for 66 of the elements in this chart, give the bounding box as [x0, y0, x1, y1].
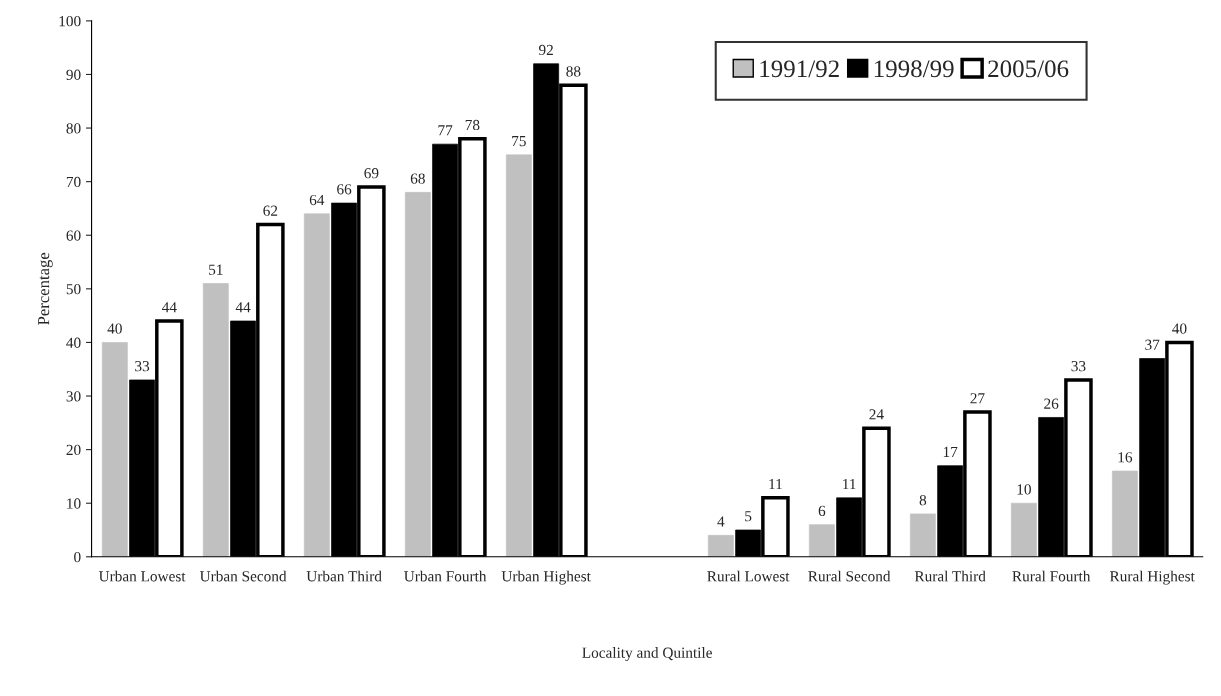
data-label: 44 — [162, 302, 177, 313]
y-tick-label: 10 — [67, 498, 81, 509]
data-label: 78 — [465, 119, 480, 131]
y-tick-label: 90 — [66, 69, 81, 80]
data-label: 5 — [745, 511, 752, 522]
legend-label: 1991/92 — [760, 60, 839, 78]
bar — [505, 154, 532, 557]
data-label: 92 — [538, 44, 553, 56]
data-label: 8 — [919, 494, 927, 506]
data-label: 62 — [263, 205, 278, 216]
bar — [303, 213, 330, 557]
bar — [808, 524, 835, 557]
data-label: 17 — [943, 446, 958, 457]
y-tick-label: 0 — [74, 551, 81, 563]
bar — [1112, 470, 1138, 557]
data-label: 51 — [209, 264, 223, 275]
legend-label: 1998/99 — [874, 60, 954, 78]
y-tick-label: 70 — [66, 176, 81, 188]
data-label: 33 — [135, 361, 150, 372]
y-tick-label: 30 — [66, 391, 81, 402]
data-label: 75 — [512, 136, 526, 147]
data-label: 33 — [1071, 361, 1086, 372]
y-axis-title: Percentage — [38, 252, 53, 325]
bar — [101, 342, 128, 557]
x-tick-label: Rural Lowest — [707, 570, 790, 582]
data-label: 68 — [410, 173, 425, 184]
x-tick-label: Rural Second — [808, 570, 891, 582]
data-label: 6 — [818, 505, 826, 516]
x-tick-label: Urban Second — [199, 570, 287, 582]
bar — [707, 535, 734, 557]
legend-label: 2005/06 — [988, 60, 1069, 78]
data-label: 66 — [337, 184, 352, 195]
y-tick-label: 50 — [66, 283, 81, 295]
data-label: 11 — [843, 478, 856, 490]
data-label: 11 — [769, 478, 782, 490]
x-tick-label: Urban Third — [306, 570, 382, 582]
x-tick-label: Rural Fourth — [1012, 570, 1091, 582]
y-tick-label: 80 — [66, 123, 81, 134]
data-label: 16 — [1118, 452, 1133, 463]
data-label: 27 — [970, 393, 985, 404]
x-tick-label: Rural Third — [914, 570, 986, 582]
data-label: 88 — [566, 66, 581, 77]
bar — [202, 283, 229, 557]
data-label: 24 — [869, 409, 884, 420]
y-tick-label: 40 — [66, 337, 81, 348]
data-label: 77 — [438, 125, 453, 136]
x-tick-label: Rural Highest — [1109, 570, 1195, 585]
data-label: 40 — [1172, 323, 1187, 334]
x-tick-label: Urban Lowest — [98, 570, 186, 582]
data-label: 10 — [1017, 484, 1031, 495]
x-axis-title: Locality and Quintile — [582, 647, 712, 661]
y-tick-label: 60 — [66, 230, 81, 241]
x-tick-label: Urban Fourth — [404, 570, 487, 582]
data-label: 37 — [1145, 339, 1160, 350]
data-label: 69 — [364, 168, 379, 179]
x-tick-label: Urban Highest — [501, 570, 591, 585]
data-label: 4 — [717, 516, 725, 527]
bar — [404, 192, 431, 557]
data-label: 44 — [235, 302, 251, 313]
bar — [1011, 502, 1037, 557]
data-label: 40 — [107, 323, 122, 334]
bar — [909, 513, 936, 557]
y-tick-label: 100 — [59, 16, 81, 27]
data-label: 64 — [309, 194, 325, 206]
y-tick-label: 20 — [66, 444, 81, 456]
data-label: 26 — [1044, 398, 1059, 409]
